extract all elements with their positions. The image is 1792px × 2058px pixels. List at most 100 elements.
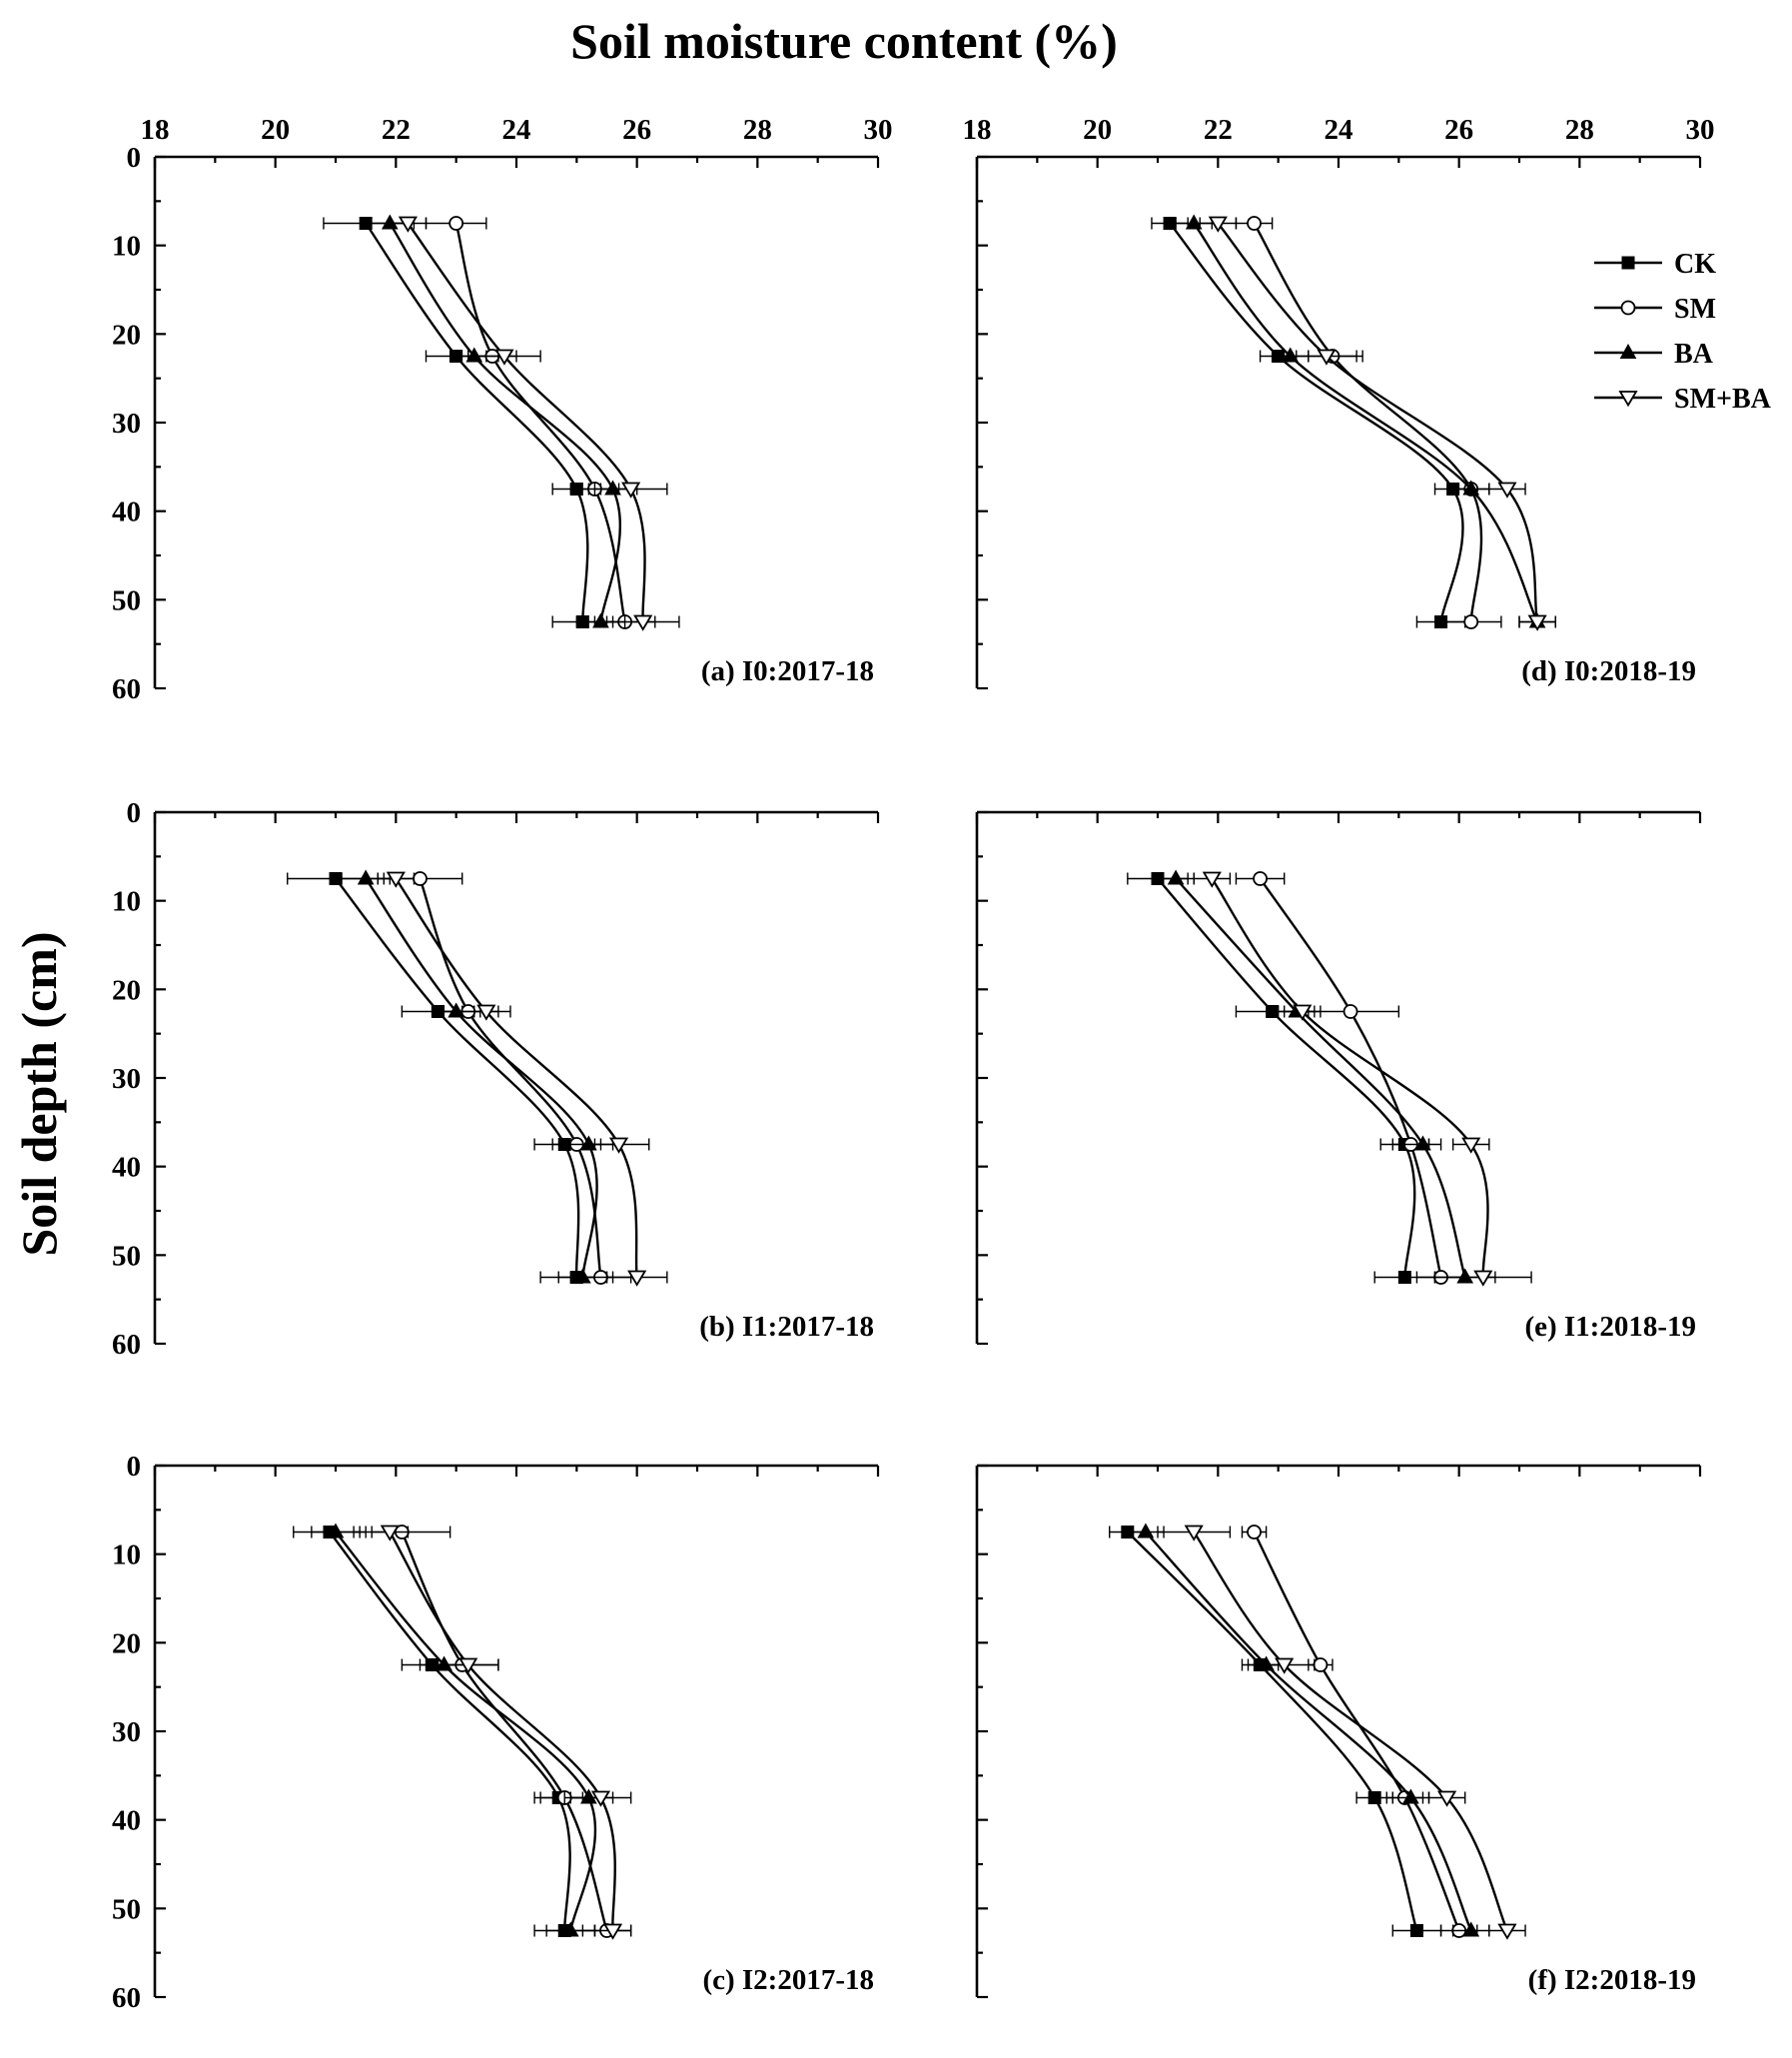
x-tick-label: 24 xyxy=(1325,114,1353,146)
legend-marker xyxy=(1619,343,1637,359)
x-tick-label: 28 xyxy=(1565,114,1594,146)
x-tick-label: 30 xyxy=(864,114,893,146)
series-curve xyxy=(389,222,622,622)
series-ck xyxy=(287,872,614,1284)
data-point xyxy=(1462,480,1480,496)
series-curve xyxy=(419,878,602,1278)
series-curve xyxy=(454,223,626,622)
data-point xyxy=(1266,1005,1280,1018)
data-point xyxy=(592,612,609,628)
data-point xyxy=(1437,1790,1457,1807)
data-point xyxy=(1137,1523,1155,1539)
legend-entry: SM+BA xyxy=(1594,384,1772,415)
data-point xyxy=(580,1788,597,1804)
panel-label: (b) I1:2017-18 xyxy=(699,1311,874,1343)
y-tick-label: 60 xyxy=(112,1329,141,1361)
y-tick-label: 50 xyxy=(112,1240,141,1272)
data-point xyxy=(1275,1657,1295,1674)
y-tick-label: 50 xyxy=(112,1893,141,1925)
series-curve xyxy=(1145,1531,1472,1931)
legend: CK SM BA SM+BA xyxy=(1594,249,1772,415)
series-sm-plus-ba xyxy=(371,1525,632,1940)
data-point xyxy=(1497,1923,1517,1940)
series-curve xyxy=(1157,877,1416,1278)
data-point xyxy=(1456,1268,1474,1284)
data-point xyxy=(621,482,641,499)
y-tick-label: 40 xyxy=(112,1152,141,1184)
y-tick-label: 0 xyxy=(127,1451,142,1483)
panel-label: (c) I2:2017-18 xyxy=(702,1964,874,1996)
x-tick-label: 30 xyxy=(1686,114,1715,146)
y-tick-label: 10 xyxy=(112,886,141,918)
series-curve xyxy=(329,1531,571,1931)
data-point xyxy=(357,869,375,885)
series-curve xyxy=(365,222,589,622)
y-tick-label: 40 xyxy=(112,497,141,528)
data-point xyxy=(574,1268,591,1284)
data-point xyxy=(633,614,653,631)
data-point xyxy=(329,872,343,885)
data-point xyxy=(386,871,406,888)
y-tick-label: 0 xyxy=(127,142,142,174)
data-point xyxy=(1247,1525,1262,1540)
series-curve xyxy=(1217,222,1539,622)
data-point xyxy=(1184,1525,1204,1542)
x-tick-label: 22 xyxy=(1204,114,1233,146)
series-sm-plus-ba xyxy=(377,871,668,1287)
y-axis-label: Soil depth (cm) xyxy=(11,932,67,1257)
legend-marker xyxy=(1620,300,1636,316)
series-sm xyxy=(353,1525,632,1938)
y-tick-label: 20 xyxy=(112,1627,141,1659)
legend-marker xyxy=(1618,391,1638,408)
panel-c: 0 10 20 30 40 50 60 (c) I2:2017-18 xyxy=(112,1451,880,2014)
figure-title: Soil moisture content (%) xyxy=(570,13,1118,69)
data-point xyxy=(476,1004,496,1021)
panel-a: 18 20 22 24 26 28 30 0 10 20 30 40 50 60 (a) I0:2017-1… xyxy=(112,114,893,705)
x-tick-label: 18 xyxy=(141,114,170,146)
data-point xyxy=(1202,871,1222,888)
data-point xyxy=(602,1923,623,1940)
legend-entry: CK xyxy=(1594,249,1716,280)
data-point xyxy=(1497,482,1517,499)
panel-e: (e) I1:2018-19 xyxy=(975,810,1702,1346)
data-point xyxy=(458,1657,478,1674)
data-point xyxy=(494,349,514,366)
legend-entry: BA xyxy=(1594,339,1714,370)
x-tick-label: 26 xyxy=(622,114,651,146)
panel-b: 0 10 20 30 40 50 60 (b) I1:2017-18 xyxy=(112,797,880,1361)
data-point xyxy=(465,347,483,363)
y-tick-label: 30 xyxy=(112,408,141,440)
series-sm-plus-ba xyxy=(1157,1525,1526,1940)
series-sm xyxy=(1235,216,1502,629)
y-tick-label: 60 xyxy=(112,673,141,705)
data-point xyxy=(1163,217,1177,230)
data-point xyxy=(1461,1137,1481,1154)
series-curve xyxy=(1169,222,1464,622)
data-point xyxy=(413,871,428,886)
legend-marker xyxy=(1621,256,1635,270)
panels-container: 18 20 22 24 26 28 30 0 10 20 30 40 50 60 (a) I0:2017-1… xyxy=(112,114,1715,2014)
series-curve xyxy=(1253,1531,1460,1931)
series-curve xyxy=(1253,222,1483,622)
y-tick-label: 30 xyxy=(112,1716,141,1748)
panel-label: (a) I0:2017-18 xyxy=(701,655,874,687)
legend-label: BA xyxy=(1674,339,1714,370)
series-curve xyxy=(1211,877,1489,1278)
x-tick-label: 22 xyxy=(382,114,411,146)
x-tick-label: 24 xyxy=(502,114,531,146)
x-tick-label: 18 xyxy=(963,114,992,146)
series-curve xyxy=(407,222,646,622)
legend-label: CK xyxy=(1674,249,1716,280)
data-point xyxy=(1185,214,1203,230)
y-tick-label: 0 xyxy=(127,797,142,829)
y-tick-label: 10 xyxy=(112,1540,141,1571)
series-ba xyxy=(1157,869,1496,1284)
y-tick-label: 60 xyxy=(112,1982,141,2014)
panel-label: (e) I1:2018-19 xyxy=(1524,1311,1696,1343)
legend-entry: SM xyxy=(1594,294,1716,325)
y-tick-label: 20 xyxy=(112,974,141,1006)
data-point xyxy=(1343,1004,1358,1019)
x-tick-label: 20 xyxy=(261,114,290,146)
data-point xyxy=(436,1655,452,1671)
